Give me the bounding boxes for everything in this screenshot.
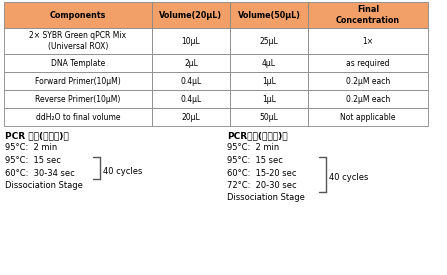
Text: 25μL: 25μL (260, 37, 278, 45)
Bar (4, 54, 152, 72)
Text: 0.2μM each: 0.2μM each (346, 95, 390, 103)
Text: 凌流科学: 凌流科学 (190, 88, 250, 112)
Bar (4, 108, 152, 126)
Text: PCR循环(三步法)：: PCR循环(三步法)： (227, 131, 287, 140)
Text: as required: as required (346, 59, 390, 67)
Bar (230, 90, 308, 108)
Bar (308, 90, 428, 108)
Text: 1μL: 1μL (262, 95, 276, 103)
Bar (308, 54, 428, 72)
Bar (152, 28, 230, 54)
Bar (4, 2, 152, 28)
Text: 95°C:  2 min: 95°C: 2 min (227, 144, 279, 153)
Text: Volume(20μL): Volume(20μL) (160, 10, 223, 20)
Text: 40 cycles: 40 cycles (329, 173, 368, 182)
Text: 10μL: 10μL (181, 37, 200, 45)
Bar (230, 72, 308, 90)
Bar (152, 72, 230, 90)
Text: 1×: 1× (363, 37, 374, 45)
Text: PCR 循环(二步法)：: PCR 循环(二步法)： (5, 131, 69, 140)
Text: DNA Template: DNA Template (51, 59, 105, 67)
Text: Final
Concentration: Final Concentration (336, 5, 400, 25)
Bar (230, 2, 308, 28)
Bar (308, 108, 428, 126)
Text: 4μL: 4μL (262, 59, 276, 67)
Text: 72°C:  20-30 sec: 72°C: 20-30 sec (227, 181, 297, 190)
Text: 60°C:  30-34 sec: 60°C: 30-34 sec (5, 169, 75, 177)
Text: 20μL: 20μL (181, 112, 200, 122)
Bar (308, 72, 428, 90)
Text: Reverse Primer(10μM): Reverse Primer(10μM) (35, 95, 121, 103)
Text: Forward Primer(10μM): Forward Primer(10μM) (35, 76, 121, 86)
Bar (152, 54, 230, 72)
Bar (308, 28, 428, 54)
Text: 95°C:  2 min: 95°C: 2 min (5, 144, 57, 153)
Text: 95°C:  15 sec: 95°C: 15 sec (227, 156, 283, 165)
Bar (230, 54, 308, 72)
Text: Not applicable: Not applicable (340, 112, 396, 122)
Text: Dissociation Stage: Dissociation Stage (227, 194, 305, 202)
Text: 60°C:  15-20 sec: 60°C: 15-20 sec (227, 169, 296, 177)
Bar (230, 28, 308, 54)
Bar (230, 108, 308, 126)
Text: 2μL: 2μL (184, 59, 198, 67)
Text: Volume(50μL): Volume(50μL) (237, 10, 300, 20)
Bar (308, 2, 428, 28)
Text: ddH₂O to final volume: ddH₂O to final volume (36, 112, 120, 122)
Bar (152, 108, 230, 126)
Text: 0.4μL: 0.4μL (181, 76, 202, 86)
Text: 2× SYBR Green qPCR Mix
(Universal ROX): 2× SYBR Green qPCR Mix (Universal ROX) (30, 31, 127, 51)
Text: 0.4μL: 0.4μL (181, 95, 202, 103)
Text: 95°C:  15 sec: 95°C: 15 sec (5, 156, 61, 165)
Text: 1μL: 1μL (262, 76, 276, 86)
Bar (152, 90, 230, 108)
Bar (4, 90, 152, 108)
Bar (4, 72, 152, 90)
Text: 40 cycles: 40 cycles (103, 166, 143, 175)
Text: 0.2μM each: 0.2μM each (346, 76, 390, 86)
Text: 50μL: 50μL (260, 112, 278, 122)
Bar (4, 28, 152, 54)
Text: Components: Components (50, 10, 106, 20)
Bar (152, 2, 230, 28)
Text: Dissociation Stage: Dissociation Stage (5, 181, 83, 190)
